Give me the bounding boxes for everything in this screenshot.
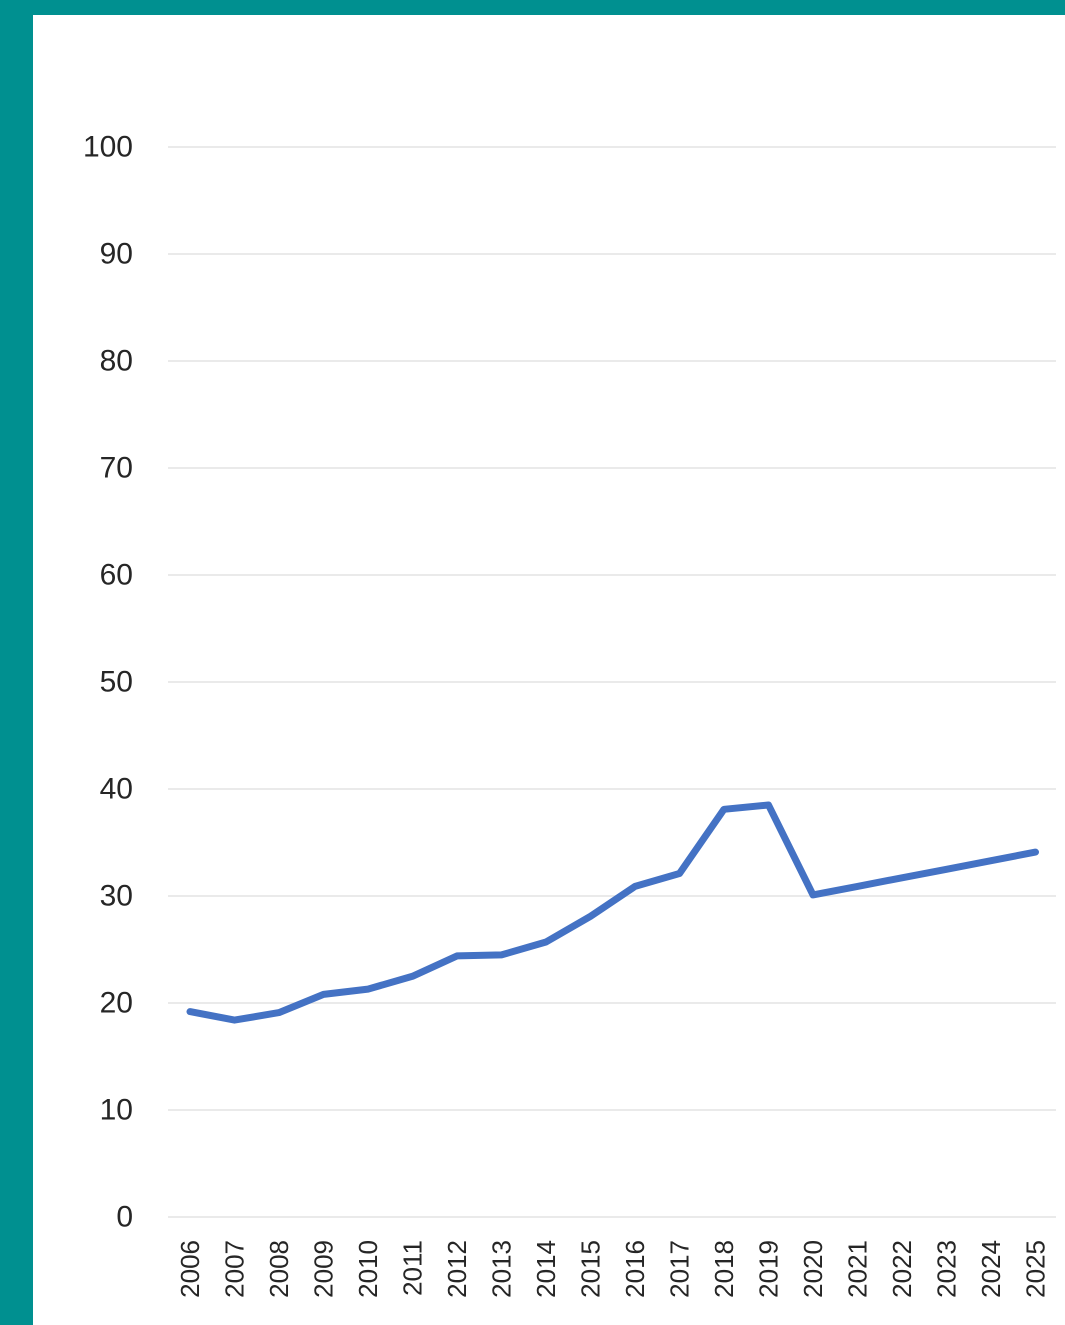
- y-tick-label: 50: [100, 666, 133, 699]
- x-tick-label: 2011: [398, 1240, 428, 1296]
- x-tick-label: 2024: [976, 1240, 1006, 1298]
- x-tick-label: 2016: [620, 1240, 650, 1298]
- x-tick-label: 2022: [887, 1240, 917, 1298]
- x-tick-label: 2015: [576, 1240, 606, 1298]
- chart-panel: [33, 15, 1065, 1325]
- y-tick-label: 40: [100, 773, 133, 806]
- y-tick-label: 90: [100, 238, 133, 271]
- y-tick-label: 0: [116, 1201, 133, 1234]
- x-axis-tick-labels: 2006 2007 2008 2009 2010 2011 2012 2013 2014 2015…: [175, 1240, 1051, 1298]
- y-axis-tick-labels: 0 10 20 30 40 50 60 70 80 90 100: [83, 131, 133, 1234]
- y-tick-label: 30: [100, 880, 133, 913]
- x-tick-label: 2018: [709, 1240, 739, 1298]
- left-frame-border: [0, 0, 33, 1325]
- top-frame-border: [0, 0, 1065, 15]
- y-tick-label: 10: [100, 1094, 133, 1127]
- y-tick-label: 20: [100, 987, 133, 1020]
- x-tick-label: 2020: [798, 1240, 828, 1298]
- x-tick-label: 2013: [487, 1240, 517, 1298]
- x-tick-label: 2023: [932, 1240, 962, 1298]
- x-tick-label: 2010: [353, 1240, 383, 1298]
- x-tick-label: 2021: [843, 1240, 873, 1298]
- series-line-0: [186, 801, 1039, 1024]
- series-lines: [186, 801, 1039, 1024]
- y-tick-label: 60: [100, 559, 133, 592]
- y-tick-label: 100: [83, 131, 133, 164]
- x-tick-label: 2019: [754, 1240, 784, 1298]
- x-tick-label: 2017: [665, 1240, 695, 1298]
- x-tick-label: 2008: [264, 1240, 294, 1298]
- x-tick-label: 2007: [220, 1240, 250, 1298]
- x-tick-label: 2014: [531, 1240, 561, 1298]
- x-tick-label: 2009: [309, 1240, 339, 1298]
- x-tick-label: 2025: [1021, 1240, 1051, 1298]
- y-tick-label: 70: [100, 452, 133, 485]
- x-tick-label: 2012: [442, 1240, 472, 1298]
- y-tick-label: 80: [100, 345, 133, 378]
- x-tick-label: 2006: [175, 1240, 205, 1298]
- gridlines: [168, 146, 1056, 1218]
